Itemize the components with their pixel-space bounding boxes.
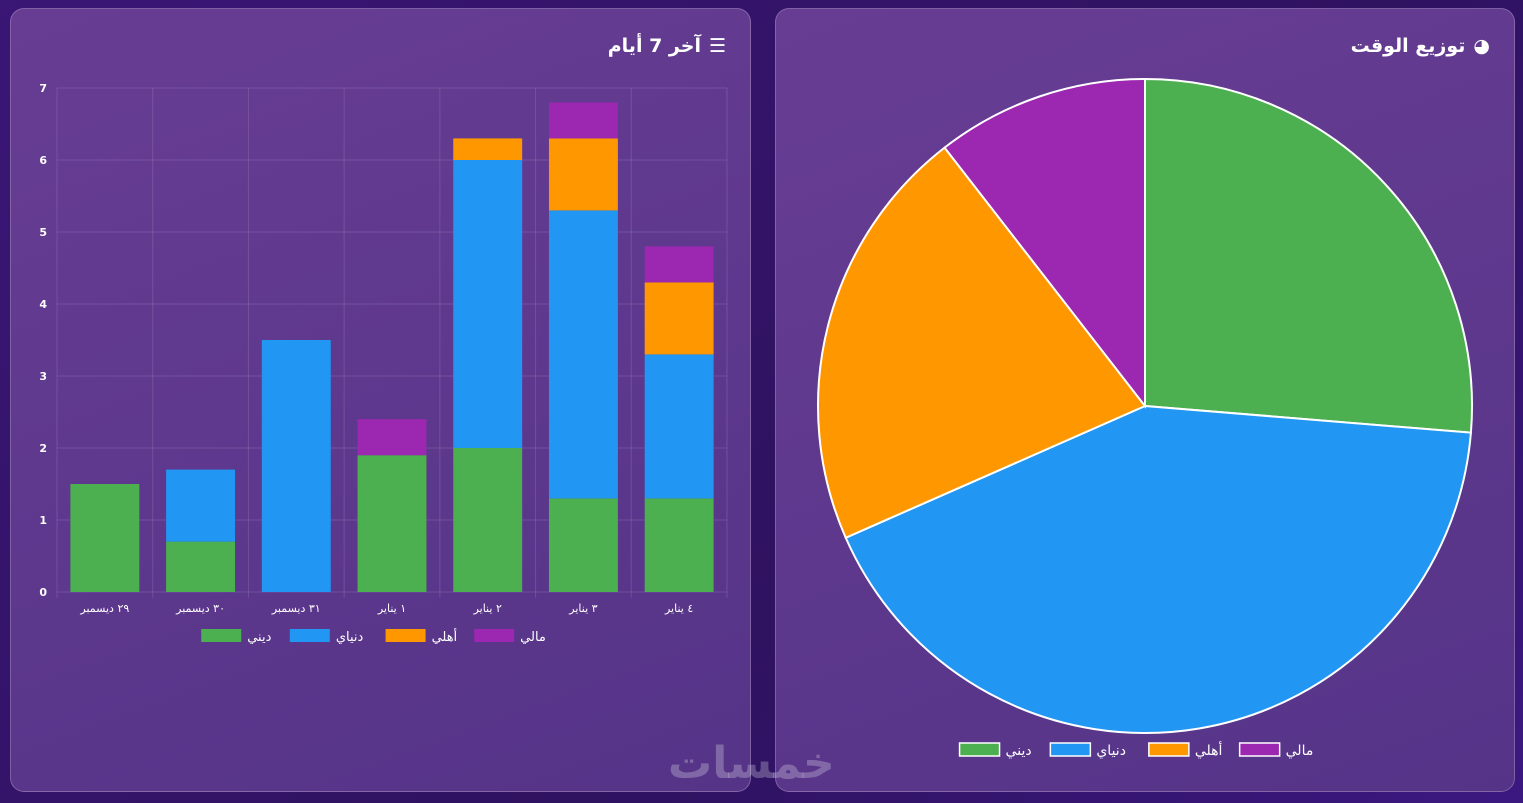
pie-slice xyxy=(844,404,1472,734)
legend-label: دنياي xyxy=(336,630,364,645)
legend-swatch xyxy=(1049,742,1092,757)
x-tick-label: ٣٠ ديسمبر xyxy=(175,602,225,615)
watermark-logo: خمسات xyxy=(668,738,835,789)
bar-segment xyxy=(166,469,236,542)
legend-swatch xyxy=(958,742,1001,757)
bar-segment xyxy=(548,498,618,592)
bar-segment xyxy=(357,419,427,456)
y-tick-label: 0 xyxy=(39,586,47,599)
pie-slice xyxy=(817,146,1147,540)
pie-slice xyxy=(943,77,1146,409)
bar-segment xyxy=(70,484,140,592)
legend-label: أهلي xyxy=(432,628,458,645)
legend-label: مالي xyxy=(1286,743,1314,759)
x-tick-label: ٣ يناير xyxy=(568,602,597,615)
legend-swatch xyxy=(1148,742,1190,757)
y-tick-label: 7 xyxy=(39,82,47,95)
pie-panel-title: ◕ توزيع الوقت xyxy=(1350,35,1490,57)
pie-chart: ديني دنياي أهلي مالي xyxy=(817,77,1473,759)
legend-swatch xyxy=(385,629,426,642)
x-tick-label: ٤ يناير xyxy=(664,602,693,615)
bar-segment xyxy=(548,138,618,211)
y-tick-label: 3 xyxy=(39,370,47,383)
bar-segment xyxy=(453,160,523,448)
bar-segment xyxy=(166,541,236,592)
time-distribution-card: ◕ توزيع الوقت ديني دنياي أهلي مالي xyxy=(775,8,1515,792)
legend-label: ديني xyxy=(1006,743,1032,759)
y-tick-label: 6 xyxy=(39,154,47,167)
y-tick-label: 4 xyxy=(39,298,47,311)
bar-segment xyxy=(548,102,618,139)
x-tick-label: ٢٩ ديسمبر xyxy=(79,602,129,615)
bar-segment xyxy=(644,282,714,355)
y-tick-label: 2 xyxy=(39,442,47,455)
bar-segment xyxy=(644,246,714,283)
stacked-bar-chart: 0 1 2 3 4 5 6 7 ٢٩ ديسمبر ٣٠ ديسمبر ٣١ ديسمبر ١ ينا… xyxy=(39,82,728,645)
legend-label: دنياي xyxy=(1096,743,1126,759)
legend-swatch xyxy=(201,629,242,642)
bar-segment xyxy=(453,448,523,592)
x-tick-label: ٣١ ديسمبر xyxy=(271,602,321,615)
pie-chart-icon: ◕ xyxy=(1473,35,1490,57)
legend-swatch xyxy=(474,629,515,642)
pie-slice xyxy=(1144,77,1473,434)
x-tick-label: ٢ يناير xyxy=(473,602,502,615)
x-tick-label: ١ يناير xyxy=(377,602,406,615)
legend-swatch xyxy=(1238,742,1281,757)
last-7-days-card: ☰ آخر 7 أيام 0 1 2 3 4 5 6 7 ٢٩ ديسمبر ٣٠ ديسمبر ٣… xyxy=(10,8,751,792)
bar-chart-icon: ☰ xyxy=(708,35,726,57)
bar-segment xyxy=(644,354,714,499)
bar-segment xyxy=(644,498,714,592)
bar-panel-title: ☰ آخر 7 أيام xyxy=(607,35,726,57)
bar-segment xyxy=(453,138,523,160)
legend-label: أهلي xyxy=(1195,741,1223,759)
legend-label: مالي xyxy=(520,630,546,645)
legend-label: ديني xyxy=(247,630,271,645)
y-tick-label: 1 xyxy=(39,514,47,527)
y-tick-label: 5 xyxy=(39,226,47,239)
bar-segment xyxy=(357,455,427,592)
bar-segment xyxy=(261,340,331,592)
legend-swatch xyxy=(289,629,330,642)
bar-segment xyxy=(548,210,618,499)
